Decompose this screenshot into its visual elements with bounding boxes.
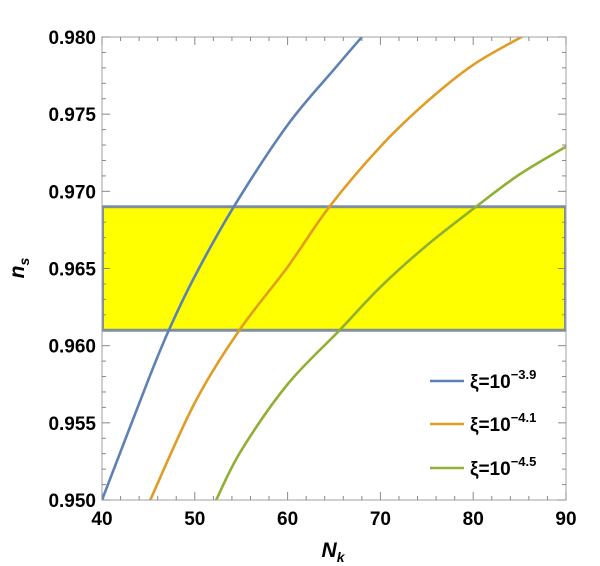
x-tick-label: 50 xyxy=(184,509,205,530)
y-axis-ticks: 0.950 0.955 0.960 0.965 0.970 0.975 0.980 xyxy=(48,28,566,512)
x-tick-label: 90 xyxy=(555,509,576,530)
legend: ξ=10−3.9ξ=10−4.1ξ=10−4.5 xyxy=(430,367,536,480)
legend-label: ξ=10−3.9 xyxy=(470,367,536,393)
y-axis-label-main: n xyxy=(6,265,29,278)
x-axis-label-sub: k xyxy=(337,549,346,565)
y-tick-label: 0.980 xyxy=(48,28,96,49)
y-axis-label-sub: s xyxy=(16,257,32,265)
legend-item-3: ξ=10−4.5 xyxy=(430,454,536,480)
series-line-1 xyxy=(102,37,364,500)
series-line-3 xyxy=(214,145,566,500)
series-lines xyxy=(102,37,566,500)
x-tick-label: 40 xyxy=(91,509,112,530)
x-tick-label: 70 xyxy=(370,509,391,530)
x-tick-label: 80 xyxy=(463,509,484,530)
legend-label: ξ=10−4.5 xyxy=(470,454,536,480)
y-axis-label: ns xyxy=(6,257,32,278)
legend-label-exponent: −4.5 xyxy=(511,454,537,469)
legend-label-main: ξ=10 xyxy=(470,415,511,436)
legend-label: ξ=10−4.1 xyxy=(470,410,536,436)
x-axis-label: Nk xyxy=(322,539,346,565)
x-axis-label-main: N xyxy=(322,539,338,562)
x-tick-label: 60 xyxy=(277,509,298,530)
legend-label-exponent: −4.1 xyxy=(511,410,537,425)
legend-label-main: ξ=10 xyxy=(470,459,511,480)
legend-item-2: ξ=10−4.1 xyxy=(430,410,536,436)
confidence-band xyxy=(102,205,566,332)
legend-item-1: ξ=10−3.9 xyxy=(430,367,536,393)
x-axis-ticks: 40 50 60 70 80 90 xyxy=(91,37,577,530)
y-tick-label: 0.970 xyxy=(48,182,96,203)
y-tick-label: 0.965 xyxy=(48,260,96,281)
y-tick-label: 0.975 xyxy=(48,105,96,126)
band-fill xyxy=(102,206,566,331)
y-tick-label: 0.950 xyxy=(48,491,96,512)
series-line-2 xyxy=(148,37,523,500)
legend-label-main: ξ=10 xyxy=(470,372,511,393)
legend-label-exponent: −3.9 xyxy=(511,367,537,382)
y-tick-label: 0.960 xyxy=(48,337,96,358)
y-tick-label: 0.955 xyxy=(48,414,96,435)
